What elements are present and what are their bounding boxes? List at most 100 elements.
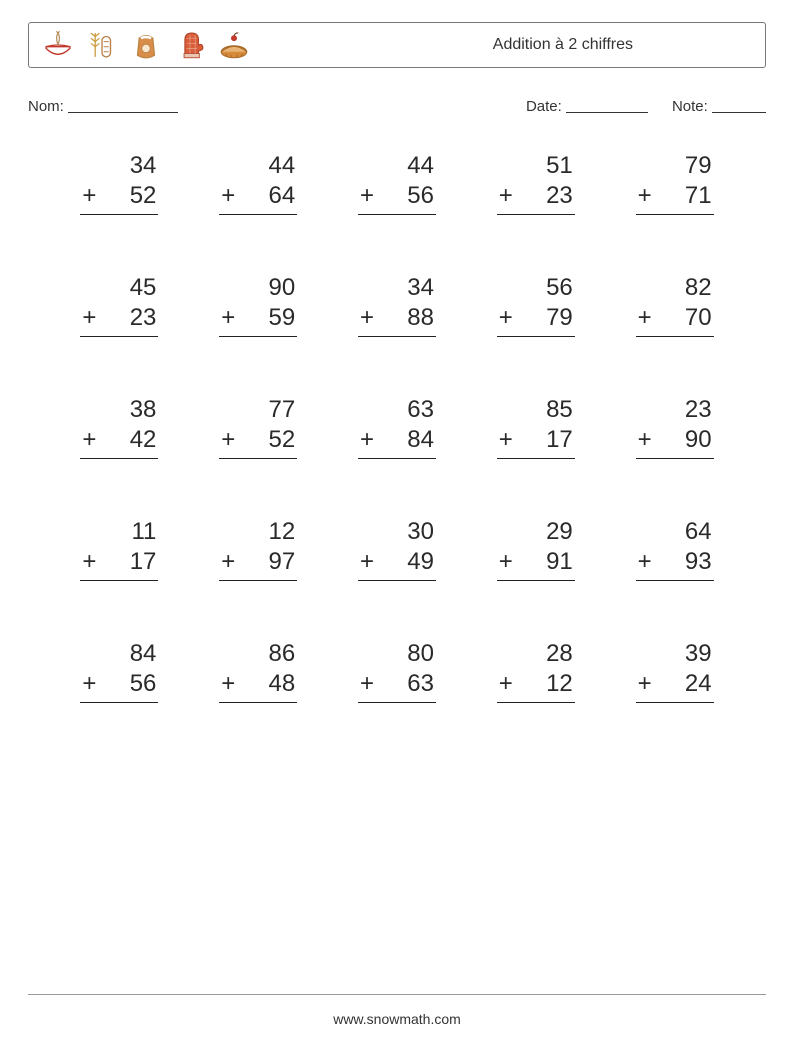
addend-bottom-value: 88	[407, 303, 434, 333]
operator: +	[80, 181, 96, 211]
problem-cell: 29+91	[466, 517, 605, 581]
date-label: Date:	[526, 98, 562, 115]
info-row: Nom: Date: Note:	[28, 96, 766, 115]
footer-rule	[28, 994, 766, 995]
addend-bottom-value: 56	[130, 669, 157, 699]
flour-sack-icon	[129, 28, 163, 62]
name-field: Nom:	[28, 96, 526, 115]
addition-problem: 86+48	[219, 639, 297, 703]
operator: +	[80, 425, 96, 455]
operator: +	[636, 547, 652, 577]
addition-problem: 39+24	[636, 639, 714, 703]
problem-cell: 86+48	[189, 639, 328, 703]
addition-problem: 34+52	[80, 151, 158, 215]
addend-bottom-value: 23	[546, 181, 573, 211]
addend-top: 38	[80, 395, 158, 425]
addend-bottom: +17	[497, 425, 575, 459]
addition-problem: 38+42	[80, 395, 158, 459]
bowl-whisk-icon	[41, 28, 75, 62]
problem-cell: 82+70	[605, 273, 744, 337]
problem-cell: 84+56	[50, 639, 189, 703]
addend-bottom-value: 48	[268, 669, 295, 699]
operator: +	[80, 547, 96, 577]
problem-cell: 64+93	[605, 517, 744, 581]
operator: +	[219, 547, 235, 577]
addition-problem: 80+63	[358, 639, 436, 703]
worksheet-page: Addition à 2 chiffres Nom: Date: Note: 3…	[0, 0, 794, 1053]
problem-cell: 38+42	[50, 395, 189, 459]
addend-bottom-value: 97	[268, 547, 295, 577]
problem-cell: 45+23	[50, 273, 189, 337]
addend-top: 51	[497, 151, 575, 181]
addition-problem: 85+17	[497, 395, 575, 459]
header-icons	[41, 28, 251, 62]
addend-bottom-value: 17	[546, 425, 573, 455]
addend-bottom-value: 59	[268, 303, 295, 333]
addend-top: 64	[636, 517, 714, 547]
score-line[interactable]	[712, 98, 766, 113]
worksheet-title: Addition à 2 chiffres	[493, 36, 633, 54]
problem-cell: 34+88	[328, 273, 467, 337]
addend-bottom-value: 90	[685, 425, 712, 455]
operator: +	[358, 181, 374, 211]
problem-cell: 85+17	[466, 395, 605, 459]
addend-bottom-value: 71	[685, 181, 712, 211]
addend-top: 12	[219, 517, 297, 547]
addend-top: 34	[80, 151, 158, 181]
problem-cell: 44+64	[189, 151, 328, 215]
addend-bottom: +48	[219, 669, 297, 703]
addend-top: 44	[219, 151, 297, 181]
addend-top: 85	[497, 395, 575, 425]
addend-bottom-value: 42	[130, 425, 157, 455]
addition-problem: 56+79	[497, 273, 575, 337]
operator: +	[219, 669, 235, 699]
date-line[interactable]	[566, 98, 648, 113]
addend-bottom-value: 91	[546, 547, 573, 577]
problem-cell: 79+71	[605, 151, 744, 215]
operator: +	[358, 669, 374, 699]
date-field: Date:	[526, 96, 648, 115]
addend-bottom: +24	[636, 669, 714, 703]
addend-top: 29	[497, 517, 575, 547]
addition-problem: 44+64	[219, 151, 297, 215]
addend-bottom: +42	[80, 425, 158, 459]
operator: +	[80, 669, 96, 699]
addend-bottom: +12	[497, 669, 575, 703]
operator: +	[636, 303, 652, 333]
header-bar: Addition à 2 chiffres	[28, 22, 766, 68]
addend-bottom: +17	[80, 547, 158, 581]
addend-bottom: +52	[80, 181, 158, 215]
addend-bottom: +56	[80, 669, 158, 703]
addend-bottom: +56	[358, 181, 436, 215]
addend-top: 28	[497, 639, 575, 669]
addition-problem: 64+93	[636, 517, 714, 581]
addend-bottom: +84	[358, 425, 436, 459]
problem-cell: 90+59	[189, 273, 328, 337]
addition-problem: 63+84	[358, 395, 436, 459]
operator: +	[497, 425, 513, 455]
operator: +	[636, 669, 652, 699]
problem-cell: 30+49	[328, 517, 467, 581]
addition-problem: 79+71	[636, 151, 714, 215]
addend-bottom: +97	[219, 547, 297, 581]
addition-problem: 77+52	[219, 395, 297, 459]
addend-bottom: +93	[636, 547, 714, 581]
operator: +	[358, 425, 374, 455]
addend-bottom-value: 52	[268, 425, 295, 455]
addend-bottom: +52	[219, 425, 297, 459]
addend-top: 86	[219, 639, 297, 669]
operator: +	[80, 303, 96, 333]
name-line[interactable]	[68, 98, 178, 113]
problem-cell: 51+23	[466, 151, 605, 215]
addend-bottom-value: 93	[685, 547, 712, 577]
addend-bottom-value: 24	[685, 669, 712, 699]
problem-cell: 12+97	[189, 517, 328, 581]
addend-top: 90	[219, 273, 297, 303]
addend-bottom-value: 70	[685, 303, 712, 333]
operator: +	[497, 181, 513, 211]
wheat-bread-icon	[85, 28, 119, 62]
addend-bottom-value: 17	[130, 547, 157, 577]
score-field: Note:	[672, 96, 766, 115]
addend-bottom-value: 84	[407, 425, 434, 455]
addition-problem: 11+17	[80, 517, 158, 581]
